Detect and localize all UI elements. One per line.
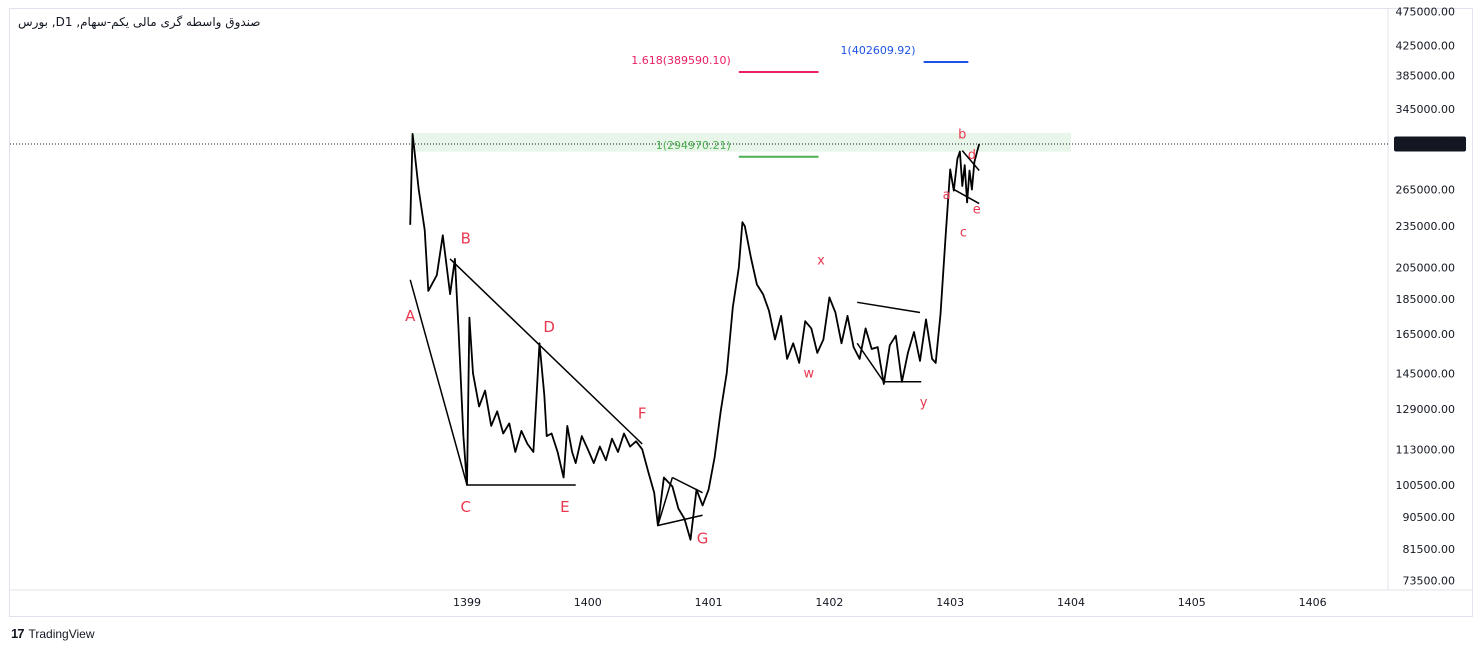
y-tick-label: 205000.00 xyxy=(1396,262,1456,275)
trendline[interactable] xyxy=(857,301,921,314)
y-tick-label: 235000.00 xyxy=(1396,220,1456,233)
wave-label: c xyxy=(960,226,967,241)
y-tick-label: 113000.00 xyxy=(1396,443,1456,456)
y-tick-label: 165000.00 xyxy=(1396,328,1456,341)
chart-title: بورس ,Dصندوق واسطه گری مالی یکم-سهام, 1 xyxy=(18,15,261,29)
tradingview-logo-icon: 17 xyxy=(11,626,25,641)
trendline[interactable] xyxy=(961,150,980,171)
x-tick-label: 1402 xyxy=(815,596,843,609)
trendline[interactable] xyxy=(657,514,703,527)
trendline[interactable] xyxy=(657,477,674,526)
y-tick-label: 185000.00 xyxy=(1396,293,1456,306)
wave-label: D xyxy=(543,318,555,336)
y-tick-label: 385000.00 xyxy=(1396,70,1456,83)
y-tick-label: 81500.00 xyxy=(1403,543,1456,556)
trendline[interactable] xyxy=(449,258,643,445)
chart-frame xyxy=(9,8,1473,617)
wave-label: C xyxy=(461,498,471,516)
x-tick-label: 1405 xyxy=(1178,596,1206,609)
y-tick-label: 265000.00 xyxy=(1396,183,1456,196)
wave-label: F xyxy=(638,405,647,423)
x-tick-label: 1401 xyxy=(695,596,723,609)
x-tick-label: 1403 xyxy=(936,596,964,609)
tradingview-brand[interactable]: 17 TradingView xyxy=(11,626,95,641)
y-tick-label: 129000.00 xyxy=(1396,403,1456,416)
fib-level-label: 1(294970.21) xyxy=(656,139,731,152)
wave-label: b xyxy=(958,128,966,143)
x-tick-label: 1406 xyxy=(1299,596,1327,609)
y-tick-label: 425000.00 xyxy=(1396,39,1456,52)
wave-label: d xyxy=(968,148,976,163)
wave-label: G xyxy=(697,529,709,547)
trendline[interactable] xyxy=(672,476,703,494)
fib-level-label: 1.618(389590.10) xyxy=(631,54,731,67)
x-tick-label: 1400 xyxy=(574,596,602,609)
wave-label: a xyxy=(943,188,951,203)
wave-label: y xyxy=(920,396,928,411)
last-price-label: 307610.00 xyxy=(1397,138,1463,151)
y-tick-label: 73500.00 xyxy=(1403,574,1456,587)
wave-label: w xyxy=(804,366,815,381)
wave-label: A xyxy=(405,307,416,325)
wave-label: x xyxy=(817,254,825,269)
resistance-zone xyxy=(410,132,1071,152)
y-tick-label: 145000.00 xyxy=(1396,367,1456,380)
trendline[interactable] xyxy=(409,279,468,486)
x-tick-label: 1399 xyxy=(453,596,481,609)
fib-level-label: 1(402609.92) xyxy=(841,44,916,57)
last-price-badge xyxy=(1394,136,1466,152)
price-series-line[interactable] xyxy=(409,133,981,541)
y-tick-label: 475000.00 xyxy=(1396,6,1456,19)
y-tick-label: 90500.00 xyxy=(1403,511,1456,524)
brand-name: TradingView xyxy=(28,626,95,641)
wave-label: e xyxy=(973,202,981,217)
x-tick-label: 1404 xyxy=(1057,596,1085,609)
y-tick-label: 345000.00 xyxy=(1396,103,1456,116)
wave-label: E xyxy=(560,498,569,516)
y-tick-label: 100500.00 xyxy=(1396,479,1456,492)
wave-label: B xyxy=(461,229,471,247)
